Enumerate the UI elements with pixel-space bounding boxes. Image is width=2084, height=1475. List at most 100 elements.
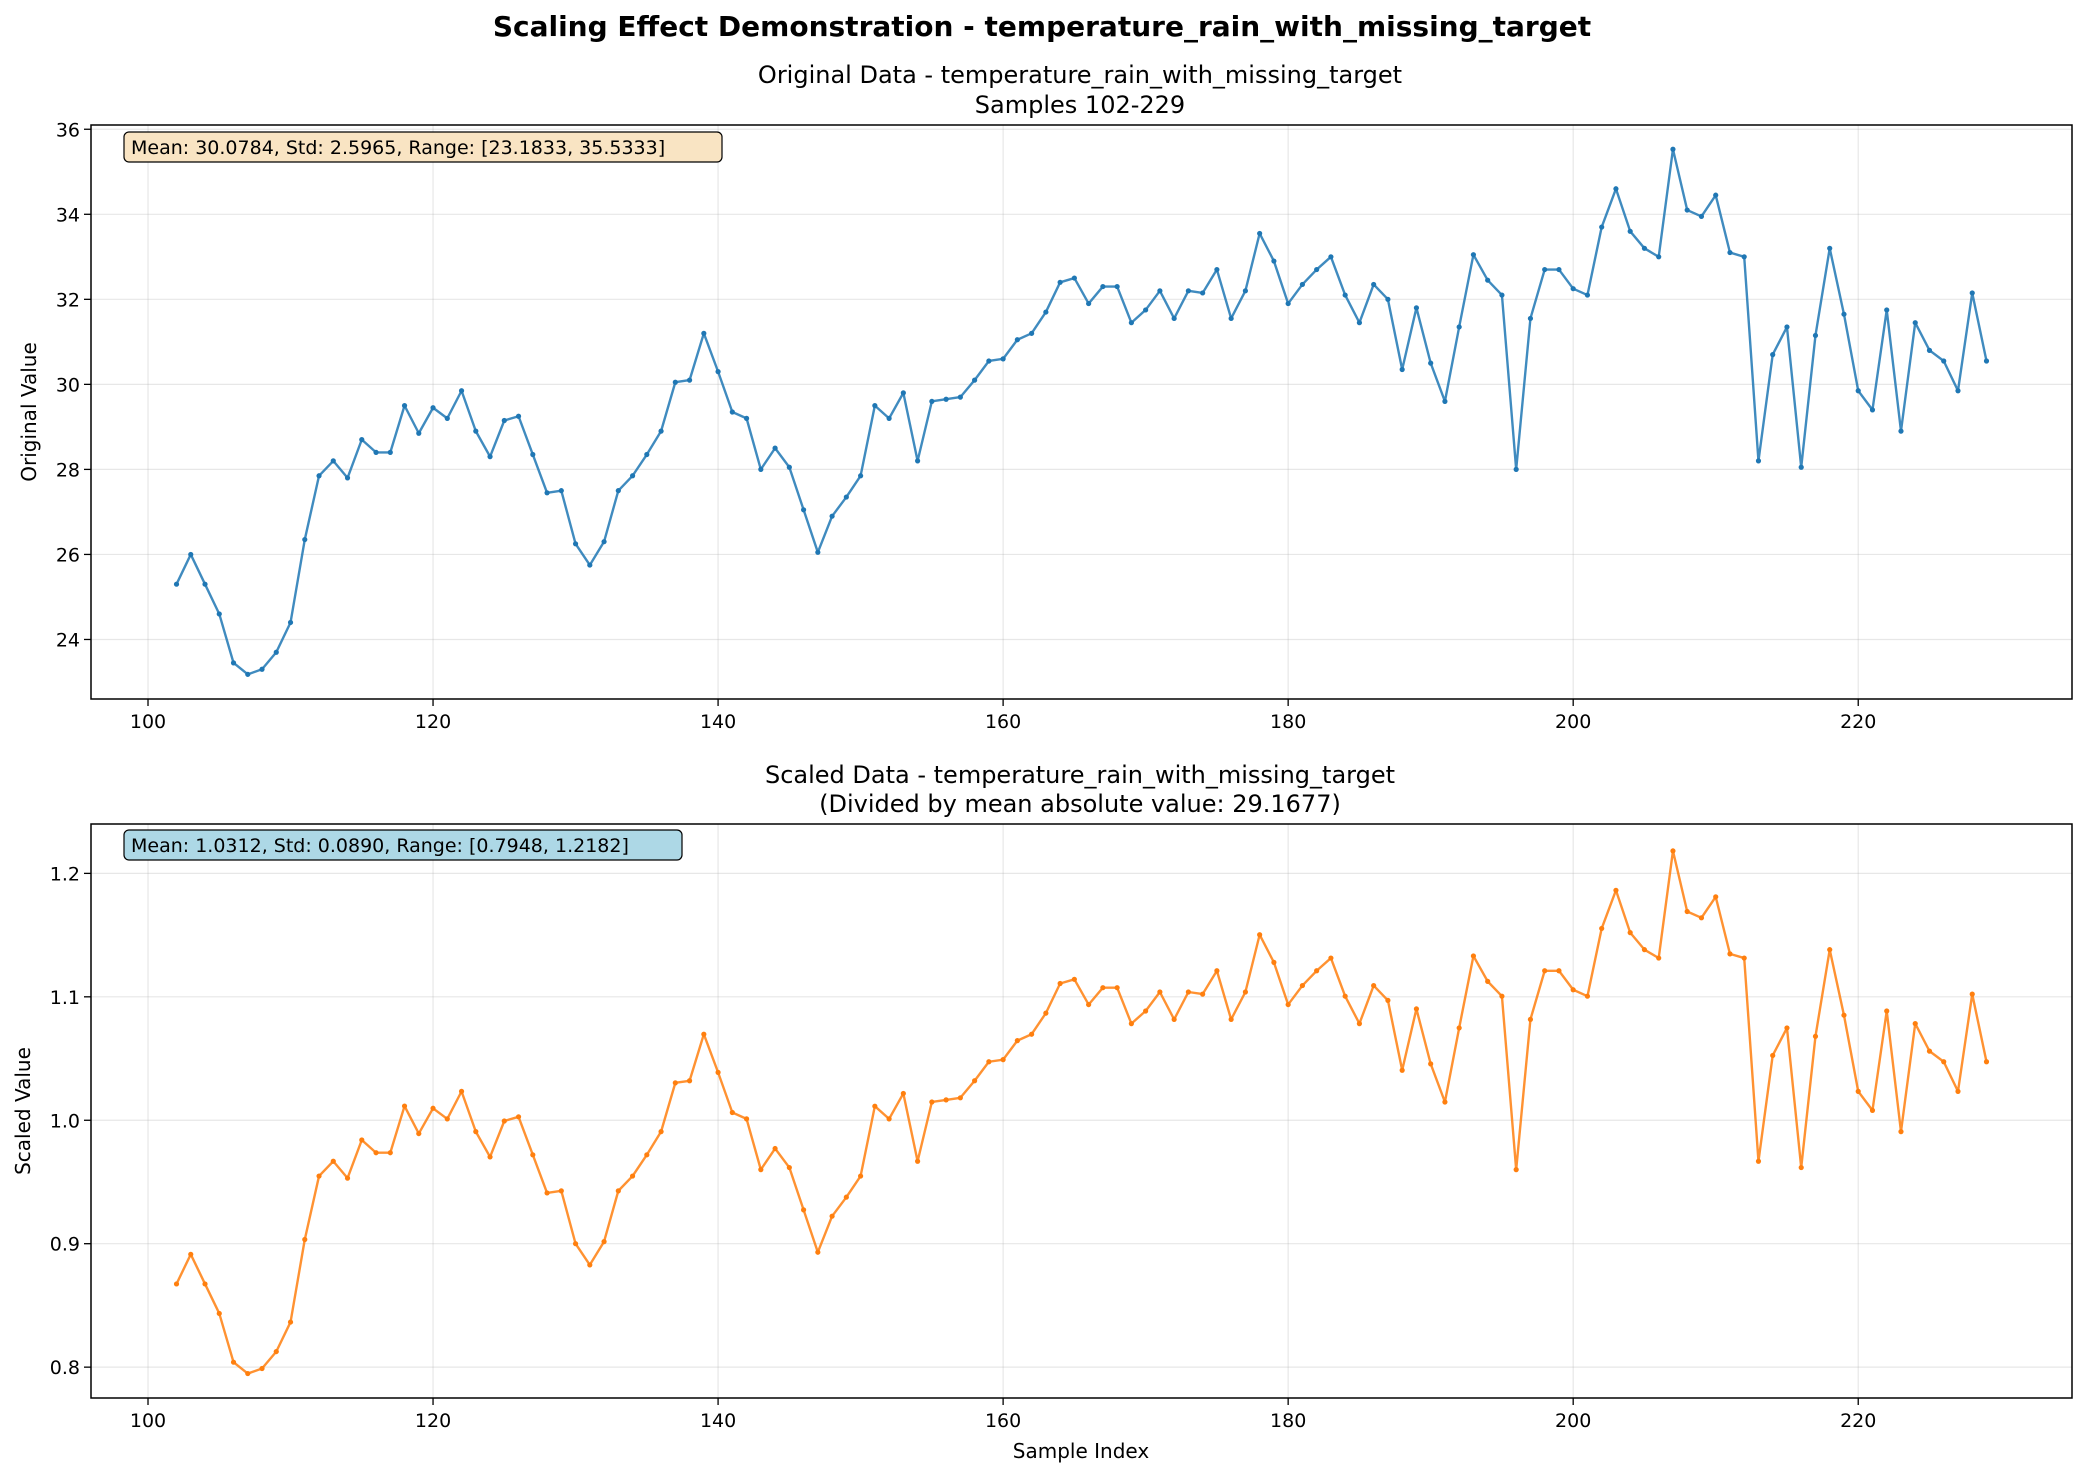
data-point [302, 536, 308, 543]
data-point [1784, 324, 1790, 330]
data-point [1157, 288, 1163, 294]
data-point [1114, 283, 1120, 290]
data-point [487, 1154, 493, 1160]
data-point [1470, 252, 1477, 258]
data-point [701, 1031, 707, 1037]
data-point [758, 1167, 764, 1173]
stats-box-background [123, 829, 683, 861]
data-point [259, 666, 265, 672]
data-point [558, 1188, 564, 1194]
data-point [1556, 266, 1562, 273]
data-point [1271, 959, 1277, 965]
data-point [629, 1173, 636, 1179]
data-point [1328, 955, 1334, 961]
stats-text: Mean: 1.0312, Std: 0.0890, Range: [0.794… [131, 835, 629, 857]
data-point [230, 660, 237, 666]
y-tick-label: 34 [56, 204, 80, 226]
data-point [886, 1116, 892, 1122]
data-point [1000, 356, 1006, 362]
data-point [1128, 320, 1134, 326]
data-point [872, 403, 878, 409]
y-axis-label: Original Value [17, 342, 41, 482]
stats-box-background [123, 131, 723, 163]
data-point [1071, 275, 1077, 281]
data-point [259, 1365, 265, 1372]
y-tick-label: 32 [56, 289, 80, 311]
ticks: 100 120 140 160 180 200 220 0.8 0.9 1.0 1.1 1.2 [50, 863, 1877, 1432]
data-point [1684, 908, 1690, 915]
data-point [188, 1251, 194, 1257]
data-point [900, 1090, 906, 1097]
data-point [530, 451, 536, 458]
y-tick-label: 1.2 [50, 863, 80, 885]
data-point [1713, 192, 1719, 198]
data-point [1499, 292, 1505, 298]
data-point [1584, 993, 1591, 999]
data-point [1727, 951, 1733, 957]
data-point [1299, 982, 1305, 989]
data-point [458, 1088, 465, 1094]
data-point [1698, 213, 1705, 220]
panel-title: Original Data - temperature_rain_with_mi… [758, 61, 1402, 89]
data-point [373, 1150, 379, 1156]
stats-text: Mean: 30.0784, Std: 2.5965, Range: [23.1… [131, 137, 665, 159]
data-point [729, 409, 735, 415]
data-point [1812, 1033, 1819, 1039]
data-point [1428, 1061, 1434, 1067]
ticks: 100 120 140 160 180 200 220 24 26 28 30 32 34 36 [56, 119, 1877, 733]
data-point [1000, 1057, 1006, 1063]
data-point [1670, 146, 1676, 152]
data-point [1029, 330, 1035, 336]
data-point [1057, 279, 1063, 285]
x-tick-label: 140 [700, 711, 736, 733]
y-tick-label: 1.0 [50, 1110, 80, 1132]
data-point [302, 1236, 308, 1243]
data-point [1713, 894, 1719, 900]
data-point [316, 473, 322, 479]
data-point [1371, 982, 1377, 989]
data-point [1086, 1001, 1092, 1008]
data-point [644, 1152, 650, 1158]
data-point [1185, 288, 1191, 294]
data-point [344, 1175, 351, 1181]
x-tick-label: 200 [1555, 1410, 1591, 1432]
data-point [957, 394, 963, 400]
data-point [629, 473, 636, 479]
series-line [175, 148, 1988, 676]
data-point [1656, 254, 1662, 260]
data-point [1926, 1048, 1933, 1054]
data-point [1827, 947, 1833, 953]
x-tick-label: 100 [130, 711, 166, 733]
data-point [444, 1116, 450, 1122]
series-line [175, 849, 1988, 1375]
data-point [1242, 288, 1248, 294]
data-point [972, 377, 978, 383]
data-point [1328, 254, 1334, 260]
data-point [1912, 320, 1918, 326]
data-point [387, 449, 393, 455]
data-point [1556, 968, 1562, 974]
data-point [416, 430, 422, 436]
data-point [743, 1116, 750, 1122]
x-tick-label: 220 [1840, 1410, 1876, 1432]
data-point [587, 1262, 593, 1268]
data-point [1741, 254, 1747, 260]
data-point [872, 1103, 878, 1109]
data-point [1228, 315, 1234, 322]
data-point [1200, 290, 1206, 296]
data-point [1257, 230, 1263, 237]
data-point [473, 1129, 479, 1135]
data-point [416, 1130, 422, 1137]
data-point [943, 1097, 949, 1103]
data-point [173, 1281, 180, 1287]
data-point [1499, 993, 1505, 999]
data-point [401, 1103, 408, 1109]
data-point [1670, 848, 1676, 854]
data-point [1456, 1025, 1462, 1031]
data-point [815, 1249, 821, 1255]
data-point [658, 1129, 664, 1135]
data-point [202, 581, 208, 587]
data-point [1100, 985, 1106, 991]
data-point [287, 619, 294, 626]
data-point [430, 1105, 436, 1111]
